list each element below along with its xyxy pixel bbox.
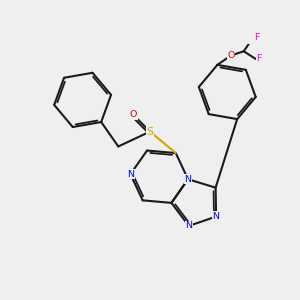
Text: F: F xyxy=(256,54,262,63)
Text: N: N xyxy=(213,212,220,221)
Text: N: N xyxy=(185,221,192,230)
Text: N: N xyxy=(127,170,134,179)
Text: O: O xyxy=(227,51,235,60)
Text: O: O xyxy=(130,110,137,119)
Text: S: S xyxy=(146,127,154,136)
Text: N: N xyxy=(184,175,191,184)
Text: F: F xyxy=(254,33,259,42)
